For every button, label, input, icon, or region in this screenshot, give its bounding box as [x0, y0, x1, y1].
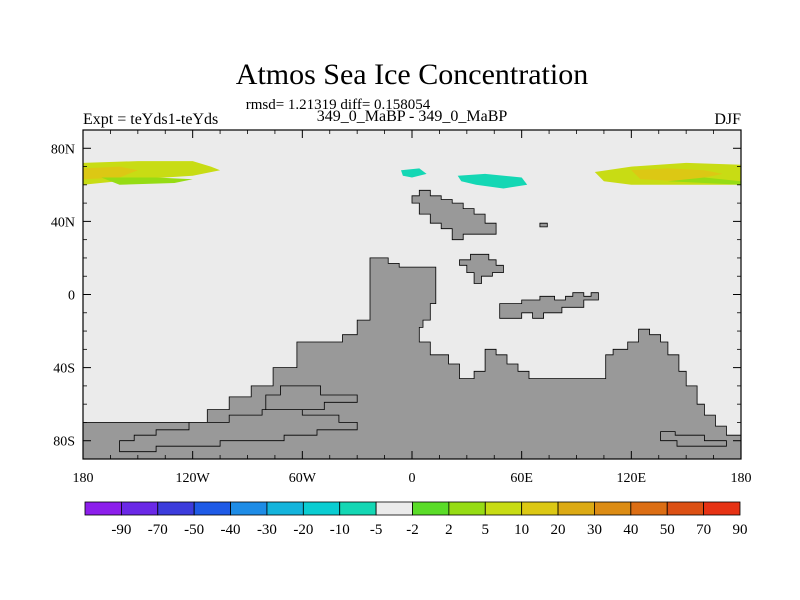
- colorbar-swatch: [448, 501, 486, 516]
- colorbar-label: 50: [660, 522, 675, 538]
- y-axis: 80N 40N 0 40S 80S: [51, 142, 741, 450]
- colorbar-label: -70: [148, 522, 168, 538]
- land-south-pacific-bay: [660, 431, 727, 447]
- land-antarctic-inlet: [265, 385, 358, 411]
- colorbar-label: 10: [514, 522, 529, 538]
- colorbar-label: -5: [370, 522, 383, 538]
- colorbar-swatch: [266, 501, 304, 516]
- y-tick-label: 80N: [51, 142, 75, 157]
- ice-teal-patch-east: [457, 173, 528, 189]
- y-tick-label: 80S: [53, 435, 75, 450]
- colorbar-swatch: [339, 501, 377, 516]
- colorbar-label: -40: [221, 522, 241, 538]
- colorbar: -90 -70 -50 -40 -30 -20 -10 -5 -2 2 5 10 20 30 40 50 70 9…: [84, 501, 748, 538]
- colorbar-label: -90: [111, 522, 131, 538]
- x-tick-label: 180: [73, 471, 94, 486]
- x-tick-label: 120E: [617, 471, 647, 486]
- land-small-island-east: [539, 222, 548, 228]
- x-tick-label: 60W: [289, 471, 317, 486]
- land-southeast-peninsula: [499, 292, 599, 319]
- colorbar-swatch: [120, 501, 159, 516]
- colorbar-swatch: [666, 501, 705, 516]
- colorbar-swatch: [594, 501, 632, 516]
- colorbar-label: -2: [406, 522, 419, 538]
- colorbar-label: -10: [330, 522, 350, 538]
- experiment-label: Expt = teYds1-teYds: [83, 111, 218, 128]
- season-label: DJF: [714, 111, 741, 128]
- x-tick-label: 120W: [176, 471, 211, 486]
- ice-arctic-patch-west-hi: [83, 166, 138, 180]
- colorbar-label: 30: [587, 522, 602, 538]
- y-tick-label: 40S: [53, 362, 75, 377]
- colorbar-label: 2: [445, 522, 453, 538]
- colorbar-swatch: [230, 501, 268, 516]
- colorbar-swatch: [157, 501, 195, 516]
- land-southern-ocean-basin: [119, 409, 358, 453]
- stats-line: rmsd= 1.21319 diff= 0.158054: [246, 97, 431, 113]
- colorbar-swatch: [557, 501, 595, 516]
- colorbar-label: -30: [257, 522, 277, 538]
- colorbar-swatch: [521, 501, 559, 516]
- colorbar-swatch: [375, 501, 413, 516]
- x-tick-label: 60E: [510, 471, 533, 486]
- land-mid-continent: [459, 253, 504, 284]
- x-tick-label: 0: [409, 471, 416, 486]
- colorbar-swatch: [703, 501, 741, 516]
- colorbar-label: 40: [623, 522, 638, 538]
- colorbar-swatch: [84, 501, 122, 516]
- colorbar-swatch: [302, 501, 341, 516]
- colorbar-label: 5: [482, 522, 490, 538]
- colorbar-label: 70: [696, 522, 711, 538]
- land-main-pangea: [82, 257, 742, 460]
- ice-arctic-patch-west-lo: [101, 177, 193, 185]
- colorbar-swatch: [193, 501, 231, 516]
- x-tick-label: 180: [731, 471, 752, 486]
- colorbar-swatch: [630, 501, 668, 516]
- x-axis: 180 120W 60W 0 60E 120E 180: [73, 130, 752, 486]
- colorbar-swatch: [484, 501, 523, 516]
- period-label: 349_0_MaBP - 349_0_MaBP: [317, 108, 508, 125]
- chart-title: Atmos Sea Ice Concentration: [236, 58, 588, 91]
- colorbar-label: -50: [184, 522, 204, 538]
- land-north-atlantic-continent: [411, 189, 497, 241]
- y-tick-label: 0: [68, 289, 75, 304]
- colorbar-label: -20: [293, 522, 313, 538]
- colorbar-label: 20: [551, 522, 566, 538]
- y-tick-label: 40N: [51, 215, 75, 230]
- land-layer: [82, 189, 742, 460]
- ice-teal-patch-central: [401, 168, 427, 178]
- colorbar-label: 90: [733, 522, 748, 538]
- colorbar-swatch: [412, 501, 450, 516]
- sea-ice-layer: [83, 161, 741, 189]
- ice-arctic-patch-east-lo: [667, 177, 741, 185]
- plot-area: 180 120W 60W 0 60E 120E 180 80N 40N 0 40S 80S: [51, 129, 752, 486]
